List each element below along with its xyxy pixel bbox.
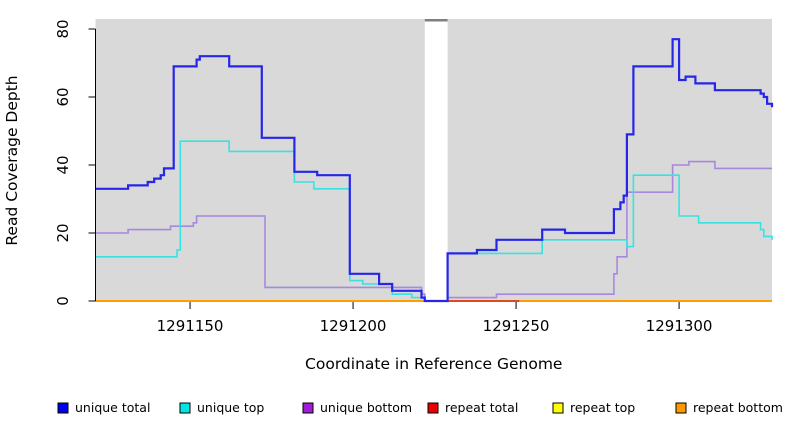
legend-swatch-unique-bottom	[302, 402, 314, 414]
legend-label-repeat-total: repeat total	[445, 400, 518, 415]
x-tick-label: 1291250	[483, 317, 550, 335]
legend-label-unique-top: unique top	[197, 400, 264, 415]
gap-top-bar	[424, 19, 448, 22]
legend-swatch-unique-top	[179, 402, 191, 414]
legend-label-unique-bottom: unique bottom	[320, 400, 412, 415]
legend-swatch-repeat-bottom	[675, 402, 687, 414]
plot-area-right-panel	[447, 19, 772, 302]
x-tick-label: 1291150	[157, 317, 224, 335]
series-line-unique-total	[95, 38, 774, 303]
y-tick-label: 0	[54, 296, 72, 306]
x-tick-label: 1291300	[646, 317, 713, 335]
legend-label-repeat-bottom: repeat bottom	[693, 400, 783, 415]
y-tick-label: 40	[54, 155, 72, 174]
legend-swatch-repeat-top	[552, 402, 564, 414]
legend-label-repeat-top: repeat top	[570, 400, 635, 415]
legend-swatch-unique-total	[57, 402, 69, 414]
legend-label-unique-total: unique total	[75, 400, 150, 415]
y-tick-label: 60	[54, 87, 72, 106]
y-tick-label: 80	[54, 19, 72, 38]
y-tick-label: 20	[54, 223, 72, 242]
legend-swatch-repeat-total	[427, 402, 439, 414]
x-axis-title: Coordinate in Reference Genome	[305, 355, 562, 373]
x-tick-label: 1291200	[320, 317, 387, 335]
y-axis-title: Read Coverage Depth	[3, 75, 21, 245]
plot-area-left-panel	[95, 19, 425, 302]
